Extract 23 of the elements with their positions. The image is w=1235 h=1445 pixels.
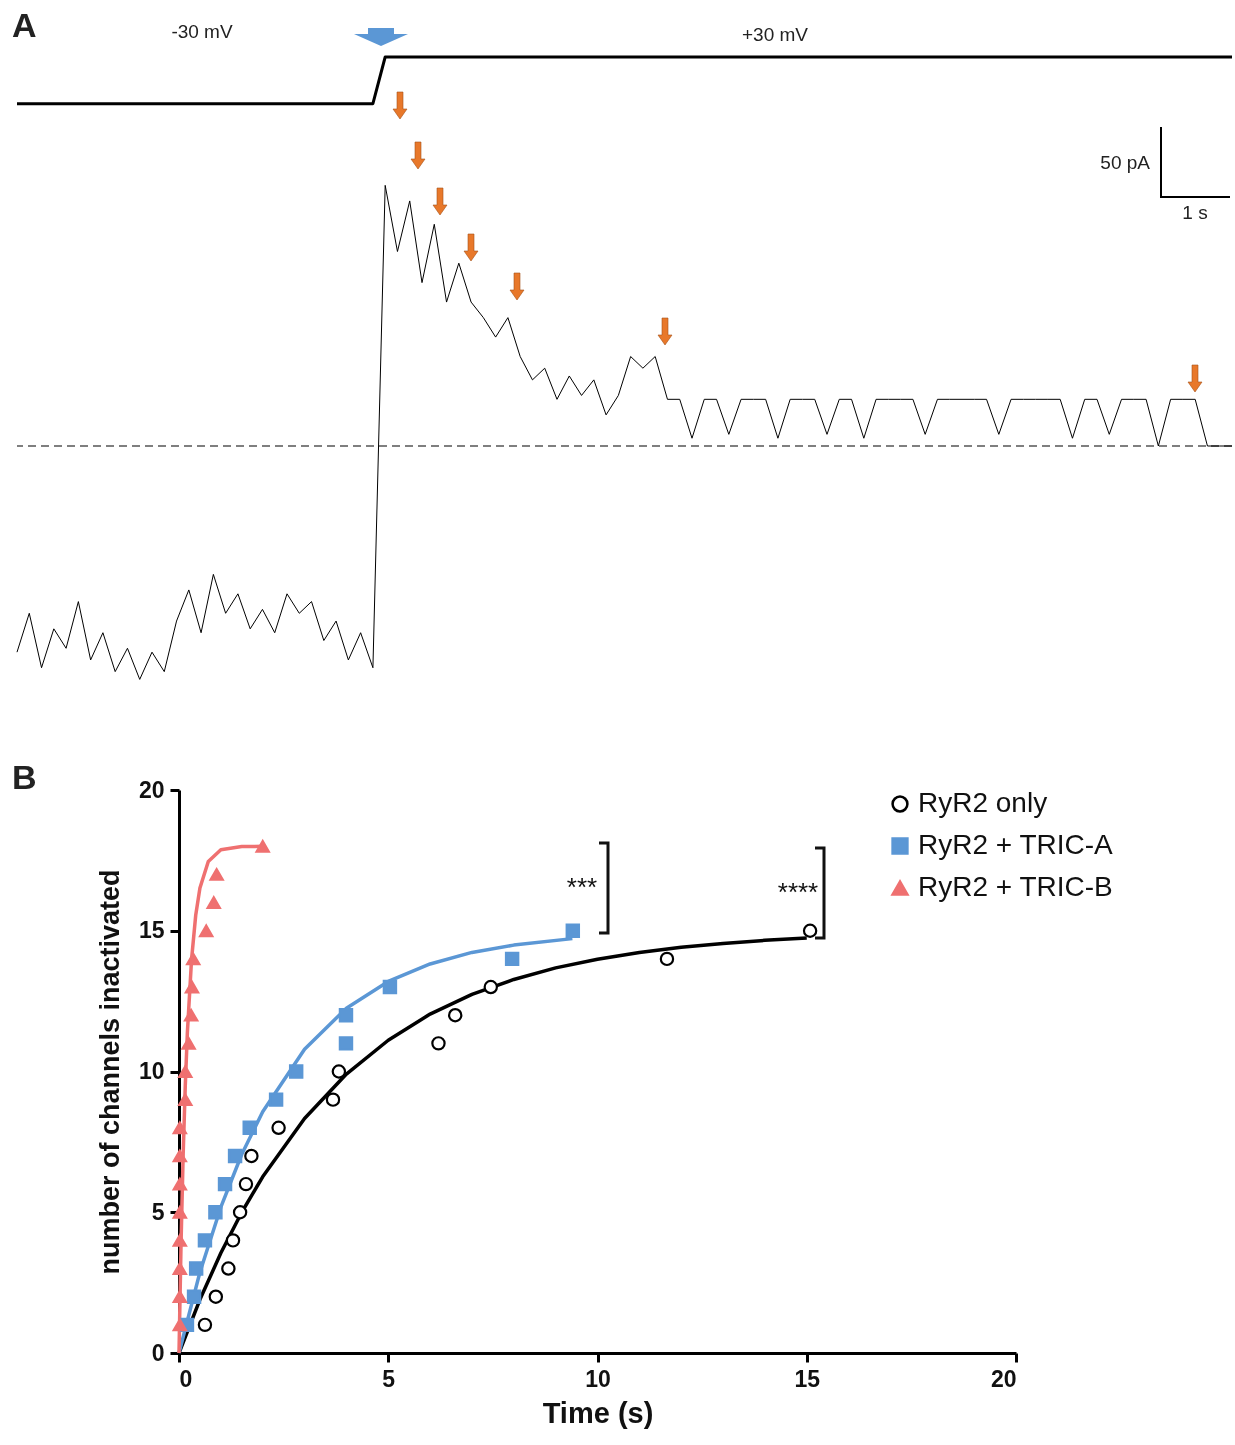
legend-label: RyR2 + TRIC-A <box>918 829 1114 860</box>
x-axis-title: Time (s) <box>542 1396 654 1429</box>
x-tick-label: 20 <box>990 1365 1017 1392</box>
y-tick-label: 0 <box>151 1339 165 1366</box>
y-tick-label: 15 <box>138 917 165 944</box>
x-tick-label: 10 <box>585 1365 611 1392</box>
x-tick-label: 5 <box>382 1365 396 1392</box>
legend-label: RyR2 + TRIC-B <box>918 871 1113 902</box>
text: -30 mV <box>171 21 233 42</box>
annotation: 1 s <box>1182 202 1208 223</box>
legend-label: RyR2 only <box>918 787 1048 818</box>
annotation: 50 pA <box>1100 152 1151 173</box>
x-tick-label: 0 <box>179 1365 193 1392</box>
y-tick-label: 20 <box>138 776 165 803</box>
x-tick-label: 15 <box>794 1365 821 1392</box>
chart-title: A <box>12 6 37 44</box>
annotation: *** <box>566 872 598 902</box>
chart-title: B <box>12 758 37 796</box>
y-tick-label: 10 <box>138 1058 165 1084</box>
y-tick-label: 5 <box>151 1198 165 1225</box>
annotation: **** <box>777 877 819 907</box>
y-axis-title: number of channels inactivated <box>94 869 125 1275</box>
text: +30 mV <box>741 24 809 45</box>
